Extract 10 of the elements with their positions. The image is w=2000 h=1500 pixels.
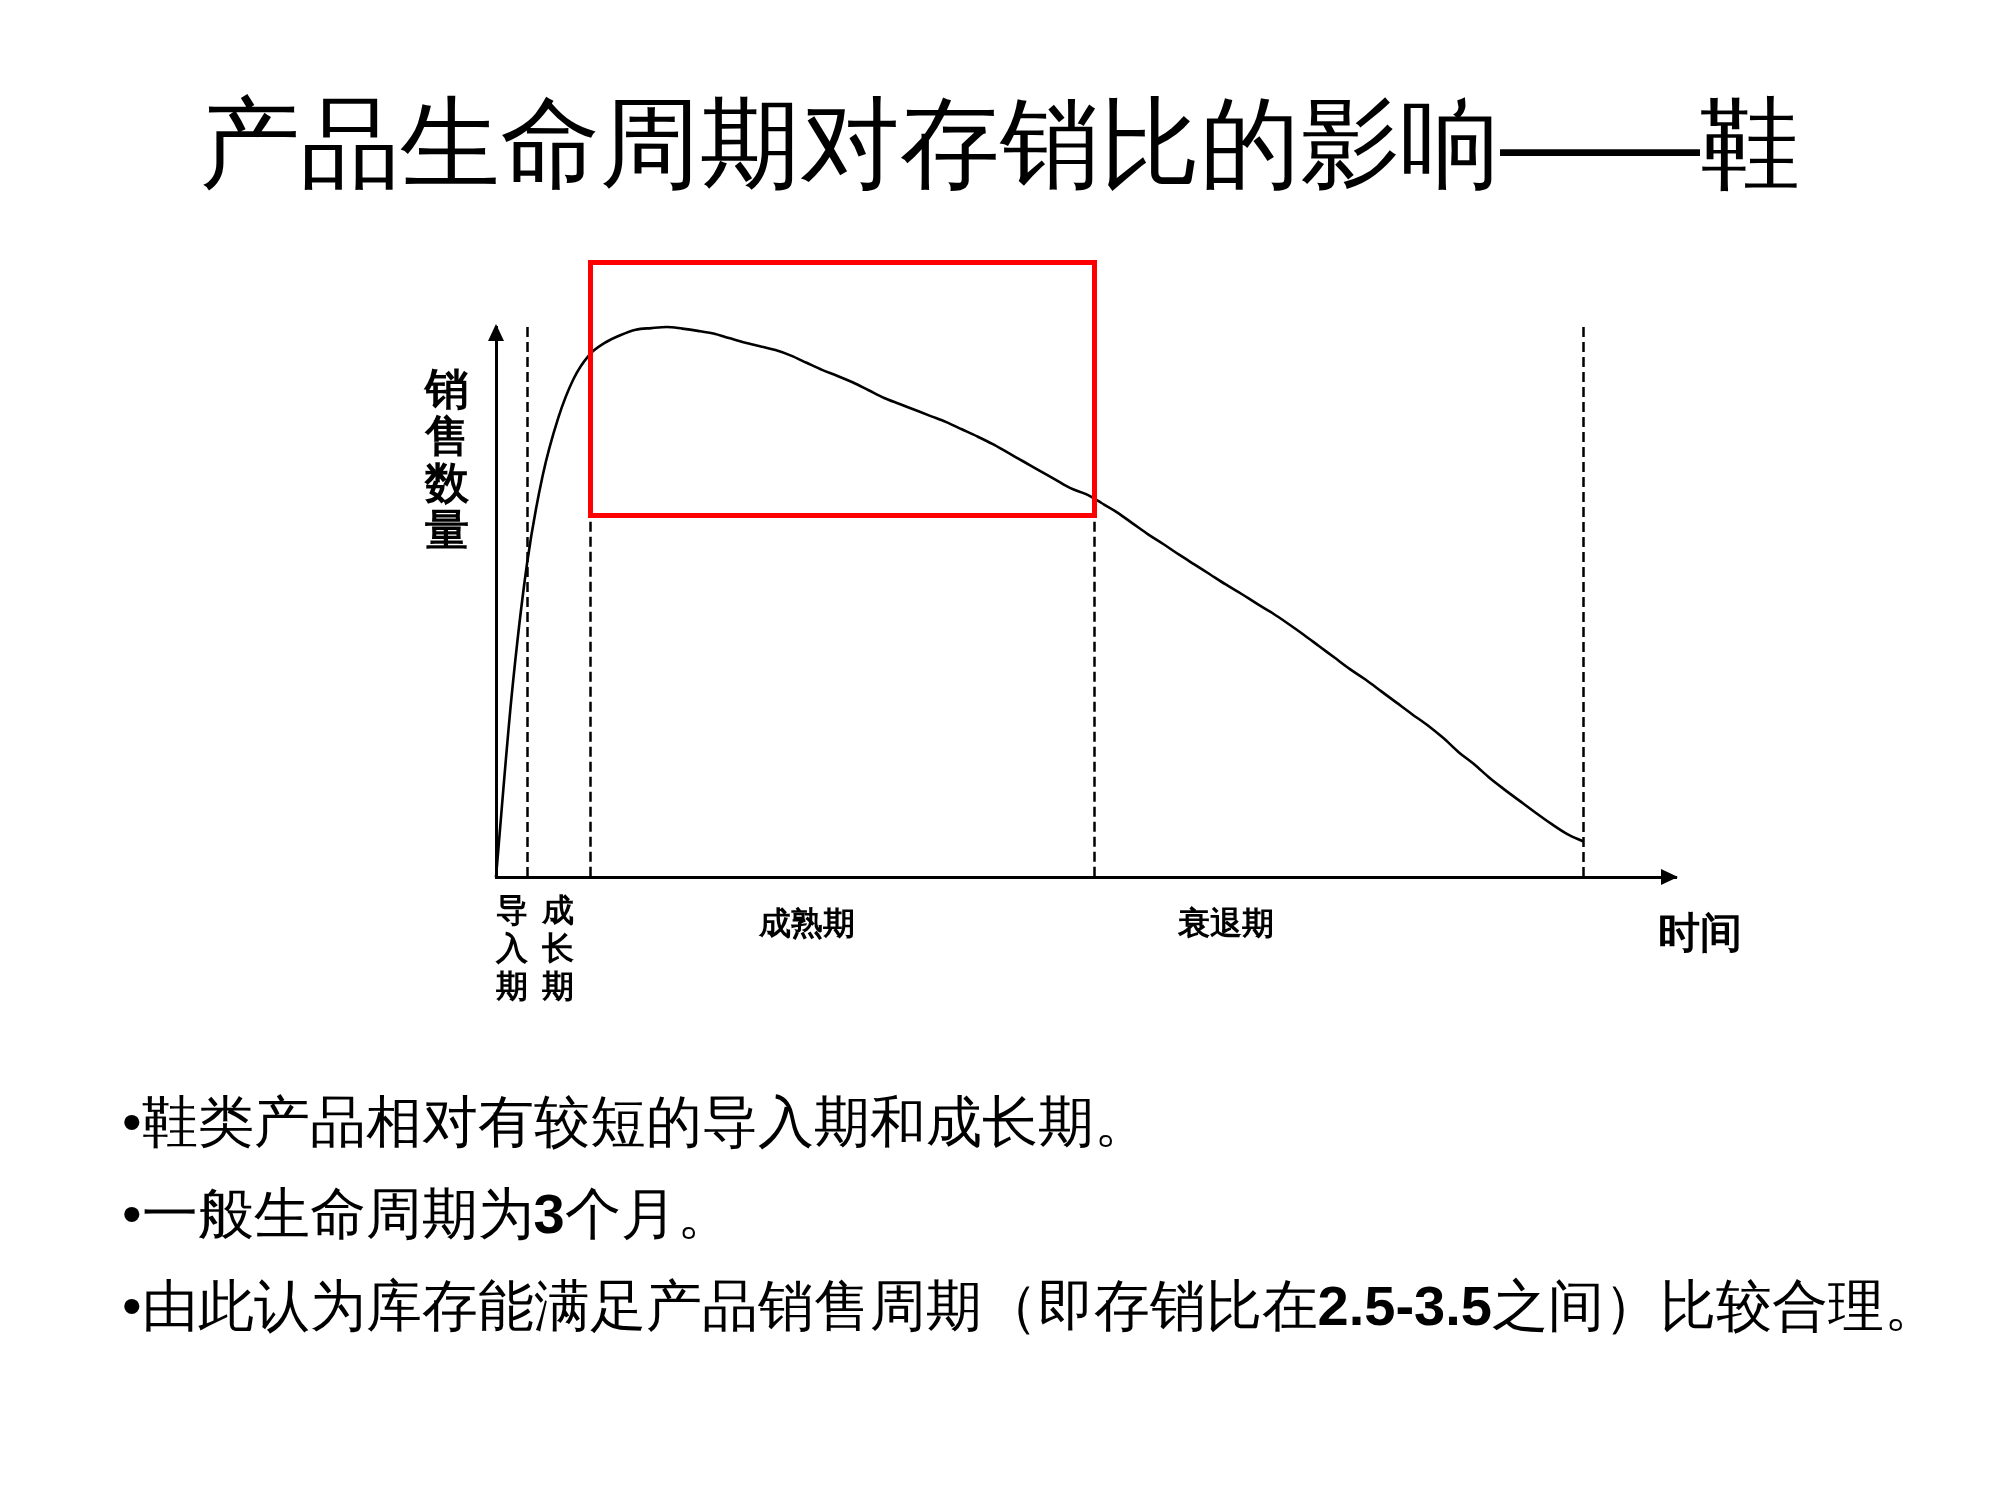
chart-title: 产品生命周期对存销比的影响——鞋: [200, 86, 1800, 201]
y-axis-title: 销售数量: [425, 364, 469, 554]
x-tick-label: 衰退期: [1177, 904, 1274, 942]
x-axis-title: 时间: [1658, 908, 1742, 958]
text: •由此认为库存能满足产品销售周期（即存销比在2.5-3.5之间）比较合理。: [122, 1274, 1940, 1337]
x-tick-label: 成熟期: [758, 904, 855, 942]
x-tick-label: 导入期: [495, 891, 528, 1005]
text: •鞋类产品相对有较短的导入期和成长期。: [122, 1090, 1150, 1153]
x-tick-label: 成长期: [542, 891, 575, 1005]
text: •一般生命周期为3个月。: [122, 1182, 733, 1245]
